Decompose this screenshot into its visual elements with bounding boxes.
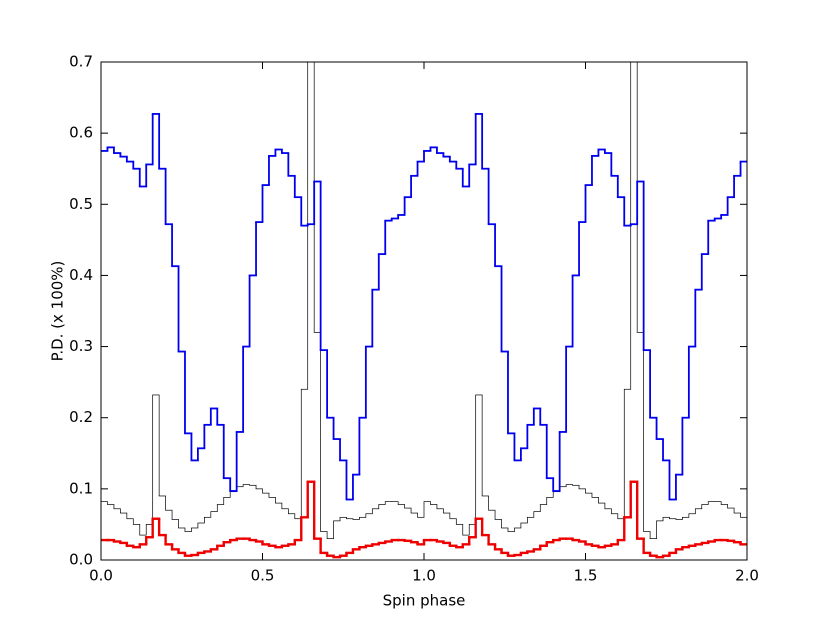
y-tick-label: 0.6 (69, 124, 93, 142)
y-axis-label: P.D. (x 100%) (49, 261, 67, 362)
plot-area (101, 62, 747, 559)
y-tick-label: 0.7 (69, 53, 93, 71)
y-tick-label: 0.3 (69, 337, 93, 355)
x-tick-label: 1.5 (574, 567, 598, 585)
x-axis-label: Spin phase (383, 592, 466, 610)
y-tick-label: 0.5 (69, 195, 93, 213)
x-tick-label: 0.5 (251, 567, 275, 585)
x-tick-label: 1.0 (412, 567, 436, 585)
y-tick-label: 0.0 (69, 551, 93, 569)
y-tick-label: 0.1 (69, 479, 93, 497)
y-tick-label: 0.4 (69, 266, 93, 284)
x-tick-label: 2.0 (735, 567, 759, 585)
x-tick-label: 0.0 (89, 567, 113, 585)
y-tick-label: 0.2 (69, 408, 93, 426)
plot-frame (100, 61, 748, 561)
